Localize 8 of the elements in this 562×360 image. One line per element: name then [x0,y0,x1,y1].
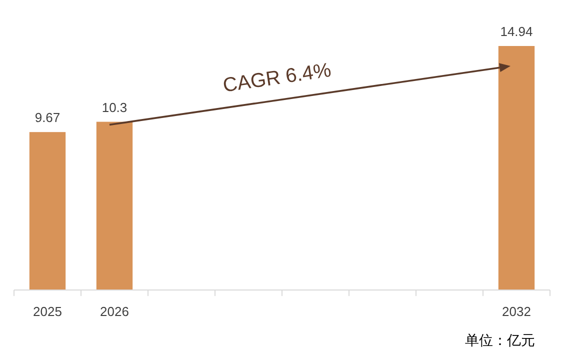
x-tick-label: 2026 [100,304,129,319]
x-tick-label: 2025 [33,304,62,319]
data-label: 10.3 [102,100,128,115]
annotation: CAGR 6.4% [222,59,333,97]
x-tick-label: 2032 [502,304,531,319]
data-label: 14.94 [500,24,533,39]
data-label: 9.67 [34,110,60,126]
text: 单位：亿元 [465,332,535,348]
